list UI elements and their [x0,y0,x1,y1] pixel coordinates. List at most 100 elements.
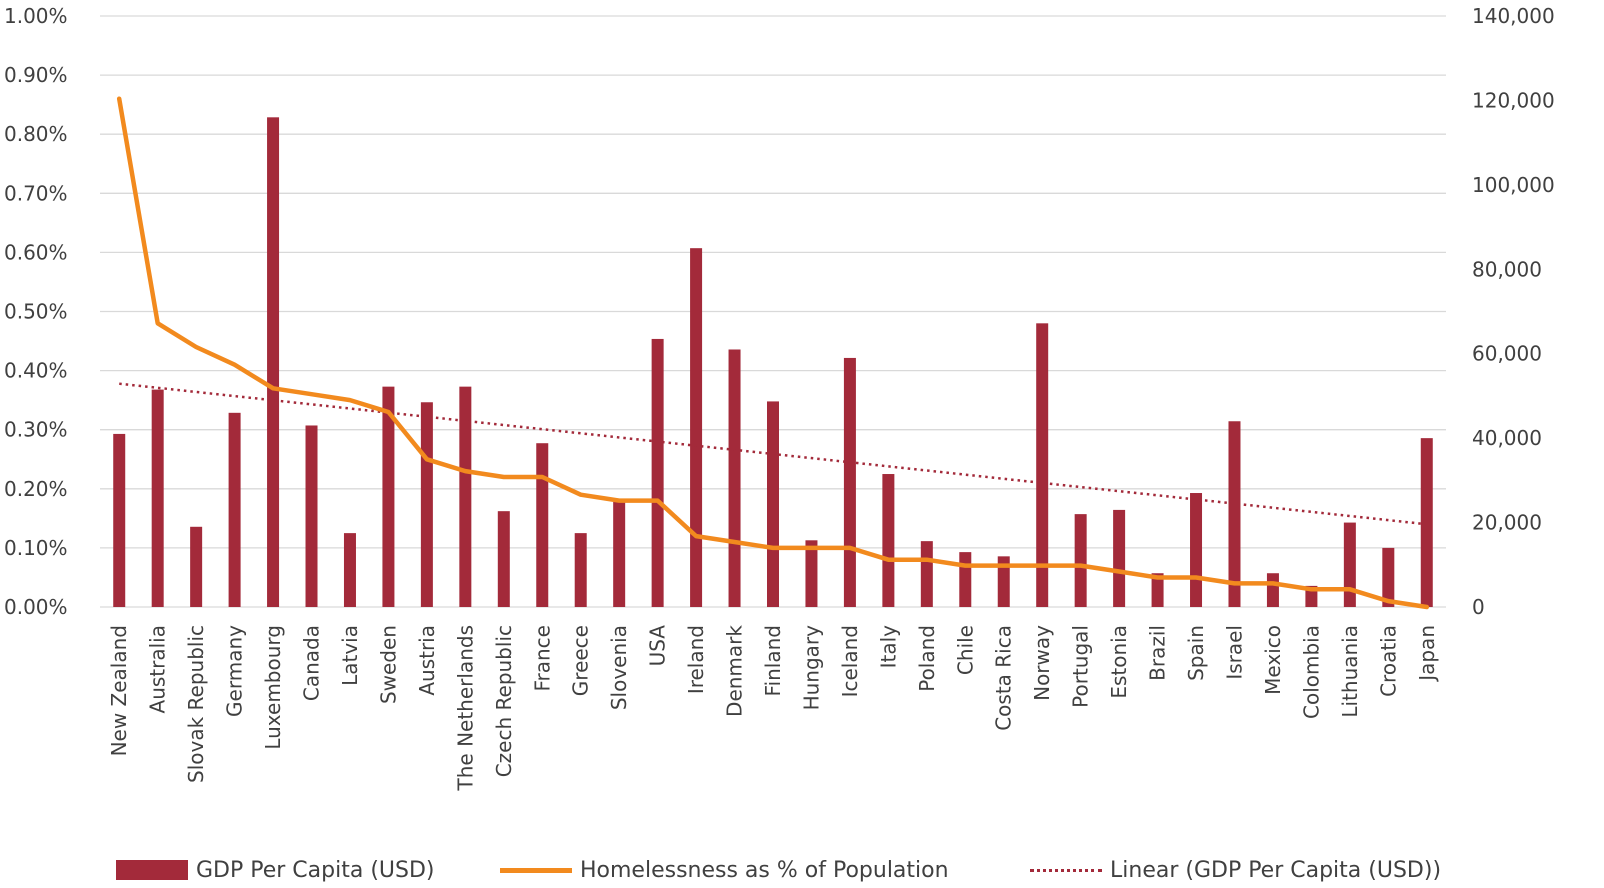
gdp-bar [843,357,856,607]
right-tick-label: 40,000 [1472,426,1542,450]
gdp-bar [1074,514,1087,607]
gdp-bar [267,117,280,608]
category-label: Ireland [684,625,708,694]
legend-swatch-trendline [1030,868,1102,872]
category-label: Slovak Republic [184,625,208,783]
gdp-bar [1113,509,1126,607]
gdp-bar [920,541,933,607]
gdp-bars [113,117,1433,608]
gdp-bar [1151,573,1164,607]
left-tick-label: 0.90% [4,63,68,87]
category-label: Poland [915,625,939,692]
category-label: Mexico [1261,625,1285,695]
left-tick-label: 0.00% [4,595,68,619]
category-label: Brazil [1146,625,1170,681]
category-label: Hungary [799,625,823,711]
trendline [119,382,1427,526]
right-axis: 0 20,000 40,000 60,000 80,000 100,000 120,000 1… [1472,4,1555,619]
category-label: Slovenia [607,625,631,710]
category-label: Estonia [1107,625,1131,699]
legend-label-linear: Linear (GDP Per Capita (USD)) [1110,857,1442,883]
gdp-bar [382,386,395,607]
left-tick-label: 0.50% [4,300,68,324]
category-label: Portugal [1069,625,1093,708]
gdp-bar [1343,522,1356,607]
gdp-bar [420,402,433,607]
gdp-bar [651,338,664,607]
left-tick-label: 0.60% [4,240,68,264]
category-label: Japan [1415,625,1439,683]
category-label: Germany [223,625,247,717]
category-label: Colombia [1299,625,1323,719]
gdp-bar [536,443,549,607]
category-label: Israel [1222,625,1246,680]
category-label: Lithuania [1338,625,1362,718]
legend-label-gdp: GDP Per Capita (USD) [196,857,435,883]
category-label: Chile [953,625,977,675]
gdp-bar [305,425,318,607]
gdp-bar [959,552,972,607]
gdp-bar [1420,438,1433,607]
legend-swatch-line [500,867,572,873]
x-axis-categories: New Zealand Australia Slovak Republic Germa… [107,625,1439,792]
category-label: Denmark [723,625,747,717]
gdp-bar [190,526,203,607]
left-tick-label: 0.80% [4,122,68,146]
gdp-bar [151,389,164,607]
right-tick-label: 60,000 [1472,342,1542,366]
gdp-bar [690,248,703,607]
left-tick-label: 0.10% [4,536,68,560]
gdp-bar [497,511,510,607]
gdp-bar [1036,323,1049,607]
legend-item-gdp: GDP Per Capita (USD) [116,852,435,888]
left-tick-label: 0.40% [4,359,68,383]
category-label: Australia [146,625,170,713]
gdp-bar [574,533,587,607]
right-tick-label: 80,000 [1472,257,1542,281]
category-label: Czech Republic [492,625,516,777]
legend-label-homelessness: Homelessness as % of Population [580,857,949,883]
legend: GDP Per Capita (USD) Homelessness as % o… [0,852,1604,888]
gdp-bar [343,533,356,607]
legend-swatch-bar [116,860,188,880]
right-tick-label: 0 [1472,595,1485,619]
gdp-bar [1228,421,1241,607]
gdp-bar [113,433,126,607]
gdp-bar [767,401,779,607]
gdp-bar [882,474,895,607]
category-label: New Zealand [107,625,131,756]
category-label: Spain [1184,625,1208,681]
left-axis: 0.00% 0.10% 0.20% 0.30% 0.40% 0.50% 0.60% 0.70%… [4,4,68,619]
category-label: Iceland [838,625,862,697]
combo-chart: 0.00% 0.10% 0.20% 0.30% 0.40% 0.50% 0.60% 0.70%… [4,4,1555,792]
category-label: The Netherlands [453,625,477,791]
right-tick-label: 120,000 [1472,88,1555,112]
right-tick-label: 140,000 [1472,4,1555,28]
category-label: France [530,625,554,692]
category-label: USA [646,625,670,667]
category-label: Italy [876,625,900,669]
left-tick-label: 0.20% [4,477,68,501]
homelessness-line-path [116,96,1430,610]
gdp-bar [1266,573,1279,607]
category-label: Costa Rica [992,625,1016,731]
category-label: Luxembourg [261,625,285,750]
category-label: Sweden [376,625,400,704]
category-label: Greece [569,625,593,696]
gridlines [100,15,1446,608]
legend-item-linear: Linear (GDP Per Capita (USD)) [1030,852,1441,888]
gdp-bar [613,501,626,607]
gdp-bar [1190,493,1203,607]
gdp-bar [805,540,818,607]
gdp-bar [1382,547,1395,607]
gdp-bar [459,386,472,607]
right-tick-label: 100,000 [1472,173,1555,197]
category-label: Finland [761,625,785,696]
gdp-bar [728,349,741,607]
gdp-bar [997,556,1010,607]
left-tick-label: 0.70% [4,181,68,205]
category-label: Norway [1030,625,1054,701]
category-label: Austria [415,625,439,696]
trendline-path [119,382,1427,526]
right-tick-label: 20,000 [1472,511,1542,535]
